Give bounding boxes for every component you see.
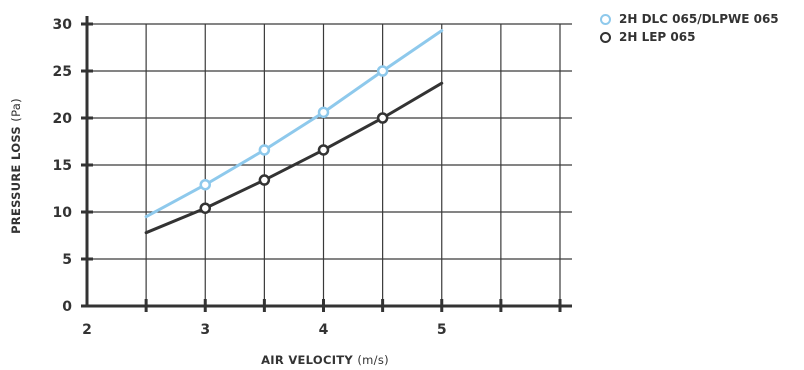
- data-point-series-2: [199, 202, 211, 214]
- y-axis-title: PRESSURE LOSS (Pa): [9, 98, 23, 234]
- legend-marker-circle-icon: [600, 13, 611, 25]
- y-tick-label: 30: [53, 17, 73, 33]
- series-line-1: [144, 29, 444, 219]
- data-point-series-1: [317, 106, 330, 119]
- y-tick-label: 20: [53, 111, 73, 127]
- legend-item-series-2: 2H LEP 065: [600, 28, 779, 46]
- y-tick-label: 25: [53, 64, 72, 80]
- series-group: [144, 29, 444, 235]
- legend-marker-circle-icon: [600, 31, 611, 43]
- data-point-series-2: [376, 112, 389, 124]
- data-point-series-2: [258, 174, 271, 186]
- legend-label: 2H DLC 065/DLPWE 065: [619, 12, 779, 26]
- legend-label: 2H LEP 065: [619, 30, 696, 44]
- tick-labels: 0 5 10 15 20 25 30 2 3 4 5: [53, 17, 447, 338]
- data-point-series-2: [317, 144, 330, 156]
- x-axis-title: AIR VELOCITY (m/s): [261, 353, 389, 367]
- grid: [87, 23, 572, 306]
- series-line-2: [144, 81, 444, 235]
- y-tick-label: 0: [62, 299, 72, 315]
- legend-item-series-1: 2H DLC 065/DLPWE 065: [600, 10, 779, 28]
- legend: 2H DLC 065/DLPWE 065 2H LEP 065: [600, 10, 779, 46]
- x-tick-label: 5: [437, 322, 447, 338]
- data-point-series-1: [376, 65, 389, 77]
- data-point-series-1: [258, 144, 271, 156]
- data-point-series-1: [199, 178, 211, 191]
- y-tick-label: 15: [53, 158, 72, 174]
- axes: [81, 16, 572, 312]
- x-tick-label: 3: [200, 322, 210, 338]
- x-tick-label: 2: [82, 322, 92, 338]
- x-tick-label: 4: [319, 322, 329, 338]
- y-tick-label: 10: [53, 205, 73, 221]
- y-tick-label: 5: [62, 252, 72, 268]
